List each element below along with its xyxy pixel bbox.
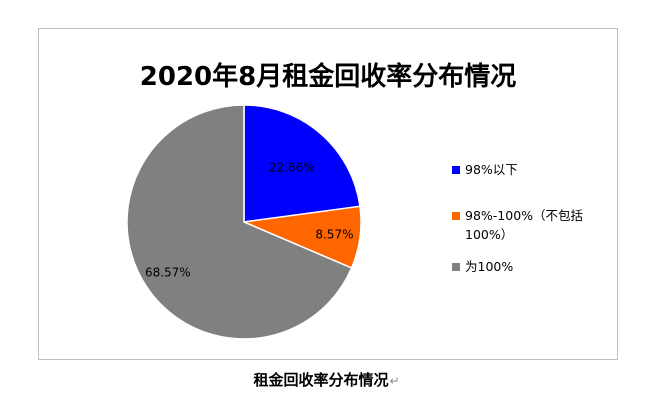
legend-label: 为100% [465,259,514,274]
pie-slice [243,104,361,223]
legend-swatch-gray [452,263,460,271]
legend-item-98-to-100: 98%-100%（不包括100%） [452,206,615,244]
legend-item-below-98: 98%以下 [452,160,615,179]
legend-swatch-blue [452,166,460,174]
pie-data-label: 22.86% [269,160,315,174]
pie-data-label: 8.57% [315,227,353,241]
figure-caption: 租金回收率分布情况↵ [0,369,653,390]
legend-item-100: 为100% [452,257,615,276]
pie-data-label: 68.57% [145,265,191,279]
pie-slice [126,104,353,340]
legend-swatch-orange [452,212,460,220]
pie-chart: 22.86% 8.57% 68.57% [126,104,362,340]
paragraph-mark-icon: ↵ [389,374,400,388]
caption-text: 租金回收率分布情况 [253,371,389,389]
legend-label: 98%-100%（不包括100%） [465,208,584,242]
legend-label: 98%以下 [465,162,518,177]
chart-frame: 2020年8月租金回收率分布情况 22.86% 8.57% 68.57% 98%以下… [38,28,618,360]
chart-title: 2020年8月租金回收率分布情况 [139,62,517,92]
